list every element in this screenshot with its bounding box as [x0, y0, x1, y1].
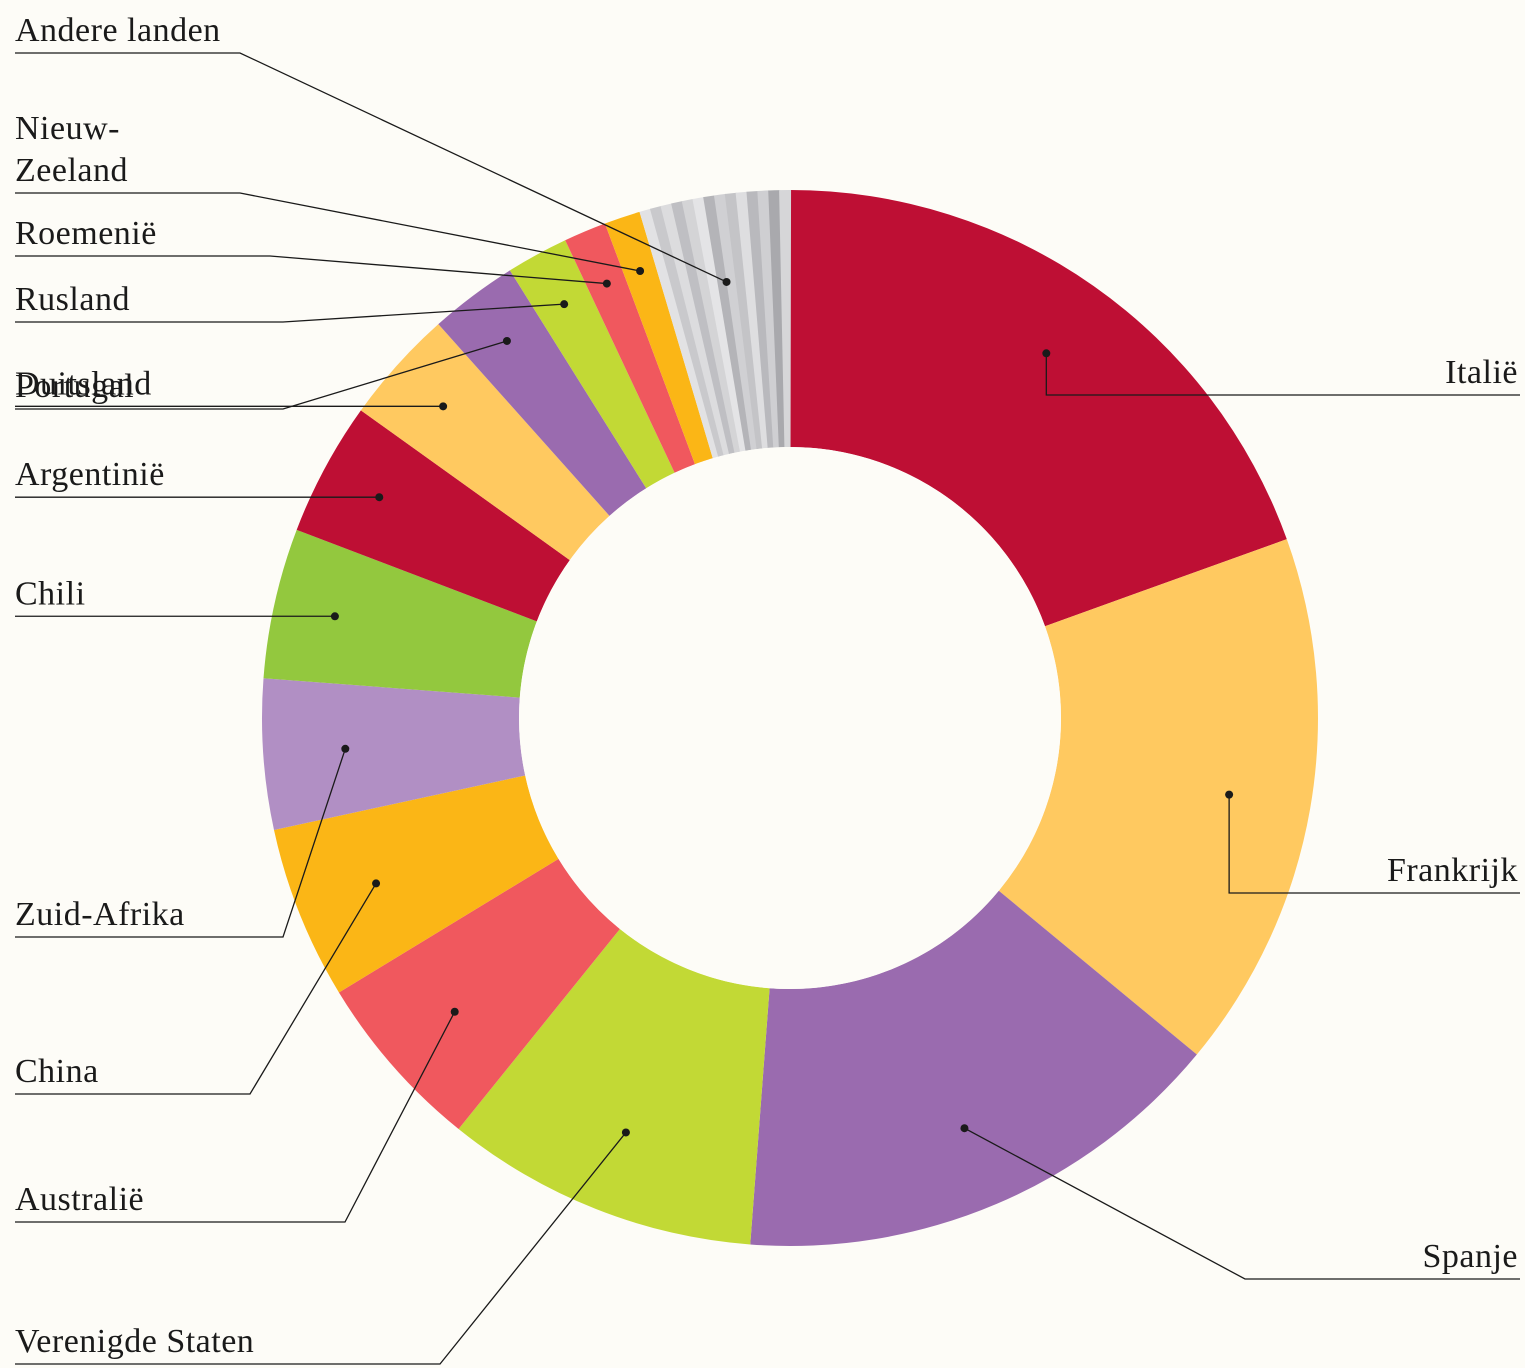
slice-andere-landen-stripe	[735, 191, 769, 449]
leader-dot-china	[372, 879, 381, 888]
slice-nieuw-zeeland	[604, 211, 713, 465]
slice-andere-landen-stripe	[713, 193, 758, 450]
leader-line-australie	[15, 1011, 456, 1223]
leader-dot-zuid-afrika	[341, 744, 350, 753]
leader-line-nieuw-zeeland	[15, 192, 641, 272]
label-duitsland: Duitsland	[15, 365, 152, 402]
label-australie: Australië	[15, 1181, 144, 1218]
label-nieuw-zeeland-line-2: Zeeland	[15, 152, 128, 189]
leader-dot-nieuw-zeeland	[636, 267, 645, 276]
slice-andere-landen-stripe	[671, 200, 735, 454]
leader-line-spanje	[964, 1127, 1520, 1280]
leader-line-portugal	[15, 340, 508, 410]
slice-andere-landen-stripe	[681, 198, 741, 453]
slice-australie	[338, 858, 620, 1130]
donut-hole	[519, 447, 1061, 989]
slice-argentinie	[296, 410, 570, 622]
leader-lines	[15, 52, 1520, 1365]
donut-slices	[262, 190, 1318, 1246]
label-italie: Italië	[1445, 354, 1518, 391]
label-spanje: Spanje	[1422, 1238, 1518, 1275]
slice-andere-landen-stripe	[660, 203, 730, 456]
leader-dot-australie	[450, 1007, 459, 1016]
slice-duitsland	[360, 324, 610, 561]
leader-dot-roemenie	[602, 279, 611, 288]
slice-andere-landen-stripe	[757, 190, 780, 448]
leader-dot-chili	[330, 612, 339, 621]
leader-dot-argentinie	[375, 493, 384, 502]
leader-line-roemenie	[15, 255, 607, 285]
slice-labels: Italië Frankrijk Spanje Verenigde Staten Aus…	[15, 12, 1518, 1360]
slice-spanje	[750, 890, 1197, 1246]
leader-line-andere-landen	[15, 52, 727, 283]
label-portugal: Portugal	[15, 368, 134, 405]
slice-andere-landen-stripe	[724, 192, 763, 450]
leader-line-italie	[1045, 353, 1520, 396]
leader-line-frankrijk	[1228, 794, 1520, 894]
slice-italie	[790, 190, 1287, 627]
slice-frankrijk	[998, 539, 1318, 1055]
leader-line-rusland	[15, 303, 565, 323]
label-verenigde-staten: Verenigde Staten	[15, 1323, 254, 1360]
slice-portugal	[438, 270, 647, 516]
slice-andere-landen-stripe	[703, 195, 752, 451]
leader-dot-spanje	[960, 1124, 969, 1133]
leader-dot-frankrijk	[1225, 790, 1234, 799]
label-rusland: Rusland	[15, 281, 130, 318]
slice-andere-landen-stripe	[639, 208, 719, 459]
slice-andere-landen-stripe	[649, 205, 725, 457]
label-roemenie: Roemenië	[15, 215, 157, 252]
leader-dot-rusland	[560, 300, 569, 309]
label-china: China	[15, 1053, 99, 1090]
label-nieuw-zeeland-line-1: Nieuw-	[15, 110, 120, 147]
slice-andere-landen-stripe	[692, 197, 746, 452]
slice-verenigde-staten	[458, 928, 770, 1245]
slice-andere-landen-stripe	[746, 190, 774, 448]
leader-dot-portugal	[502, 336, 511, 345]
slice-andere-landen-stripe	[779, 190, 792, 448]
leader-line-verenigde-staten	[15, 1132, 627, 1365]
label-argentinie: Argentinië	[15, 456, 165, 493]
leader-line-china	[15, 883, 377, 1095]
slice-zuid-afrika	[262, 678, 526, 830]
label-andere-landen: Andere landen	[15, 12, 221, 49]
leader-dot-duitsland	[439, 402, 448, 411]
slice-china	[274, 775, 559, 993]
label-chili: Chili	[15, 575, 86, 612]
leader-dot-italie	[1042, 349, 1051, 358]
slice-roemenie	[565, 223, 696, 473]
slice-chili	[263, 529, 537, 698]
label-zuid-afrika: Zuid-Afrika	[15, 896, 185, 933]
leader-dot-andere-landen	[722, 277, 731, 286]
leader-dot-verenigde-staten	[621, 1128, 630, 1137]
slice-rusland	[509, 240, 675, 489]
leader-line-zuid-afrika	[15, 748, 346, 938]
label-frankrijk: Frankrijk	[1387, 852, 1518, 889]
